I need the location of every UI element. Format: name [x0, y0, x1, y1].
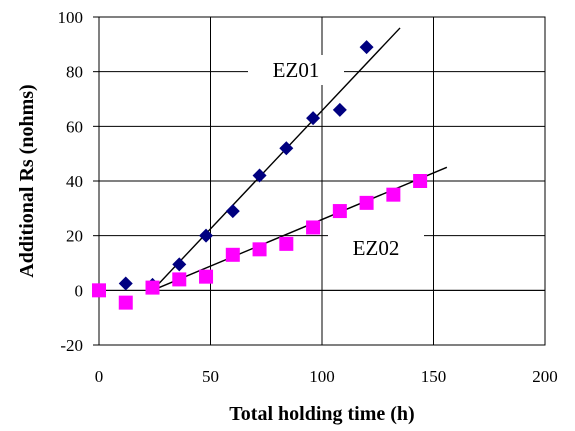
- trendline-ez01: [152, 27, 401, 291]
- x-tick-label: 200: [532, 367, 558, 386]
- data-point-ez01: [225, 204, 240, 219]
- annotation-background: [248, 55, 344, 85]
- data-point-ez01: [172, 257, 187, 272]
- data-point-ez01: [279, 141, 294, 156]
- y-tick-label: 80: [66, 63, 83, 82]
- x-tick-label: 50: [202, 367, 219, 386]
- x-axis-title: Total holding time (h): [229, 403, 414, 425]
- annotation-label: EZ01: [273, 58, 320, 82]
- annotation-background: [328, 233, 424, 263]
- axis-ticks: -20 0 20 40 60 80 100 0 50 100 150 200: [58, 8, 558, 386]
- y-tick-label: 0: [75, 281, 84, 300]
- y-tick-label: 60: [66, 117, 83, 136]
- y-tick-label: 100: [58, 8, 84, 27]
- x-tick-label: 100: [309, 367, 335, 386]
- data-markers: [92, 40, 428, 310]
- data-point-ez02: [332, 204, 347, 219]
- data-point-ez02: [359, 195, 374, 210]
- data-point-ez01: [332, 102, 347, 117]
- annotations: EZ01 EZ02: [248, 55, 424, 263]
- data-point-ez02: [118, 295, 133, 310]
- data-point-ez02: [172, 272, 187, 287]
- y-tick-label: -20: [60, 336, 83, 355]
- data-point-ez02: [279, 236, 294, 251]
- data-point-ez01: [118, 276, 133, 291]
- data-point-ez02: [225, 247, 240, 262]
- data-point-ez02: [92, 283, 106, 298]
- annotation-label: EZ02: [353, 236, 400, 260]
- data-point-ez01: [252, 168, 267, 183]
- y-tick-label: 40: [66, 172, 83, 191]
- data-point-ez02: [199, 269, 214, 284]
- data-point-ez01: [199, 228, 214, 243]
- data-point-ez02: [252, 242, 267, 257]
- data-point-ez01: [359, 40, 374, 55]
- y-tick-label: 20: [66, 227, 83, 246]
- y-axis-title: Additional Rs (nohms): [16, 84, 38, 277]
- data-point-ez02: [413, 174, 428, 188]
- data-point-ez02: [306, 220, 321, 235]
- x-tick-label: 150: [421, 367, 447, 386]
- data-point-ez01: [306, 111, 321, 126]
- data-point-ez02: [386, 187, 401, 202]
- data-point-ez02: [145, 280, 160, 295]
- x-tick-label: 0: [95, 367, 104, 386]
